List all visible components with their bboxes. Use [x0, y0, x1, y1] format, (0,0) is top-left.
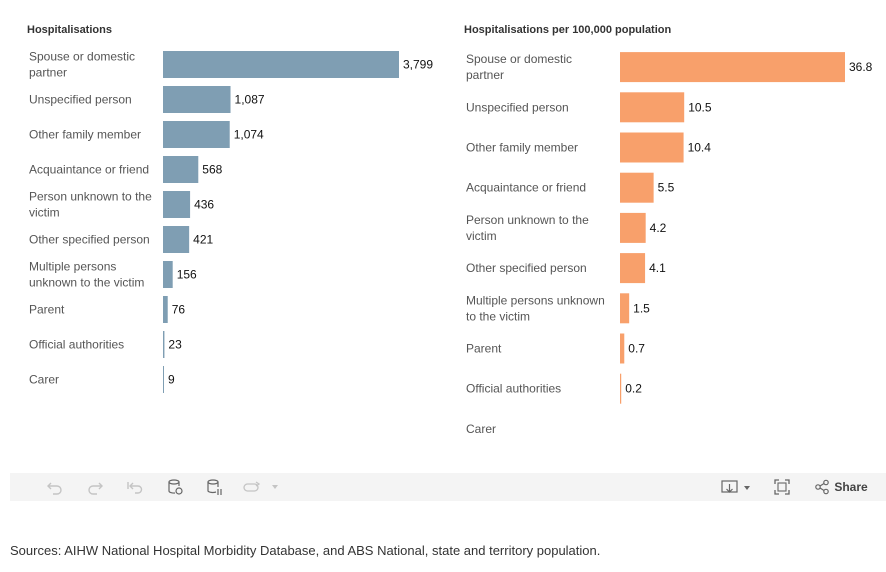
bar[interactable]	[620, 52, 845, 83]
category-label: Other family member	[29, 128, 141, 142]
fullscreen-icon[interactable]	[771, 477, 793, 497]
bar[interactable]	[163, 121, 230, 148]
category-label: Spouse or domestic partner	[29, 50, 135, 80]
category-label: Unspecified person	[29, 93, 132, 107]
category-label: Multiple persons unknown to the victim	[29, 260, 144, 290]
value-label: 5.5	[658, 181, 675, 195]
value-label: 10.5	[688, 100, 712, 114]
share-label: Share	[834, 480, 868, 494]
bar[interactable]	[620, 132, 684, 163]
value-label: 10.4	[688, 141, 712, 155]
value-label: 76	[172, 303, 186, 317]
right-chart-title: Hospitalisations per 100,000 population	[464, 24, 672, 36]
value-label: 1,074	[234, 128, 264, 142]
category-label: Person unknown to the victim	[29, 190, 152, 220]
value-label: 568	[202, 163, 222, 177]
category-label: Unspecified person	[466, 100, 569, 114]
bar[interactable]	[163, 86, 231, 113]
value-label: 421	[193, 233, 213, 247]
bar[interactable]	[163, 191, 191, 218]
undo-icon[interactable]	[44, 477, 66, 497]
bar[interactable]	[163, 261, 173, 288]
category-label: Other specified person	[29, 233, 150, 247]
share-button[interactable]: Share	[810, 477, 872, 497]
bar[interactable]	[163, 51, 399, 78]
value-label: 23	[168, 338, 182, 352]
value-label: 1.5	[633, 301, 650, 315]
category-label: Official authorities	[29, 338, 124, 352]
hospitalisations-chart: Spouse or domestic partner 3,799 Unspecifie…	[29, 50, 433, 393]
category-label: Acquaintance or friend	[466, 181, 586, 195]
category-label: Parent	[29, 303, 65, 317]
value-label: 4.2	[650, 221, 667, 235]
toolbar: Share	[10, 473, 886, 501]
value-label: 0.7	[628, 342, 645, 356]
share-icon	[815, 479, 830, 495]
category-label: Other specified person	[466, 261, 587, 275]
category-label: Parent	[466, 342, 502, 356]
value-label: 9	[168, 373, 175, 387]
revert-icon[interactable]	[124, 477, 146, 497]
refresh-icon[interactable]	[164, 477, 186, 497]
value-label: 0.2	[625, 382, 642, 396]
bar[interactable]	[620, 92, 685, 123]
category-label: Official authorities	[466, 382, 561, 396]
bar[interactable]	[620, 373, 622, 404]
bar[interactable]	[620, 212, 646, 243]
category-label: Other family member	[466, 141, 578, 155]
category-label: Carer	[466, 422, 496, 436]
value-label: 36.8	[849, 60, 873, 74]
source-note: Sources: AIHW National Hospital Morbidit…	[10, 543, 601, 558]
category-label: Multiple persons unknown to the victim	[466, 293, 605, 323]
download-icon[interactable]	[720, 477, 754, 497]
bar[interactable]	[620, 172, 654, 203]
bar[interactable]	[163, 331, 165, 358]
category-label: Acquaintance or friend	[29, 163, 149, 177]
category-label: Spouse or domestic partner	[466, 52, 572, 82]
bar[interactable]	[163, 226, 190, 253]
pause-icon[interactable]	[204, 477, 226, 497]
bar[interactable]	[620, 333, 625, 364]
left-chart-title: Hospitalisations	[27, 24, 112, 36]
value-label: 436	[194, 198, 214, 212]
category-label: Carer	[29, 373, 59, 387]
bar[interactable]	[163, 156, 199, 183]
value-label: 4.1	[649, 261, 666, 275]
bar[interactable]	[620, 253, 646, 284]
share-view-icon[interactable]	[242, 477, 282, 497]
bar[interactable]	[163, 296, 168, 323]
category-label: Person unknown to the victim	[466, 213, 589, 243]
value-label: 1,087	[235, 93, 265, 107]
value-label: 3,799	[403, 58, 433, 72]
value-label: 156	[177, 268, 197, 282]
bar[interactable]	[163, 366, 164, 393]
bar[interactable]	[620, 293, 630, 324]
rate-chart: Spouse or domestic partner 36.8 Unspecified…	[466, 52, 873, 436]
redo-icon[interactable]	[84, 477, 106, 497]
